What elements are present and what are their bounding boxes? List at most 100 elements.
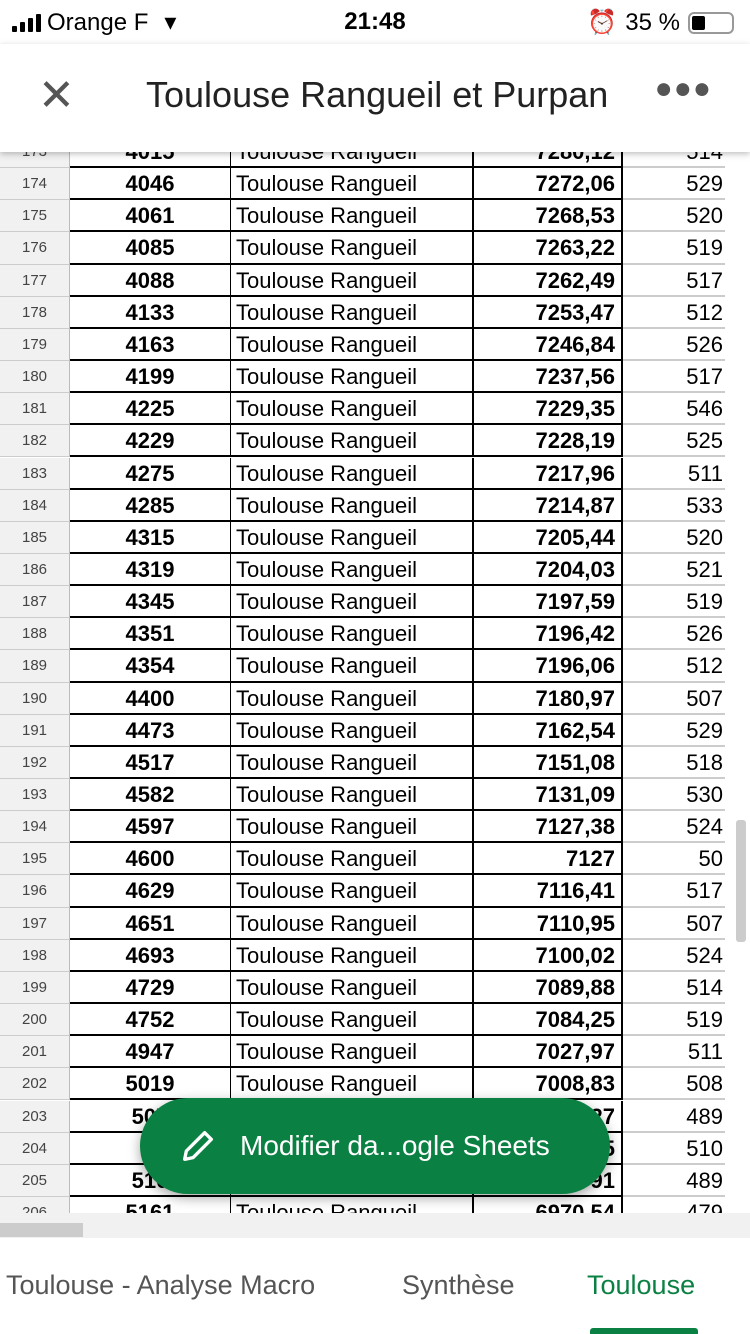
tab-synthese[interactable]: Synthèse xyxy=(402,1270,515,1300)
cell-score[interactable]: 7008,83 xyxy=(474,1068,623,1101)
cell-score[interactable]: 7100,02 xyxy=(474,939,623,972)
cell-site[interactable]: Toulouse Rangueil xyxy=(231,296,474,329)
cell-site[interactable]: Toulouse Rangueil xyxy=(231,1068,474,1101)
cell-value[interactable]: 517 xyxy=(623,265,725,297)
cell-score[interactable]: 7110,95 xyxy=(474,907,623,940)
cell-rank[interactable]: 4693 xyxy=(70,939,231,972)
cell-score[interactable]: 7229,35 xyxy=(474,393,623,426)
cell-rank[interactable]: 4473 xyxy=(70,714,231,747)
cell-site[interactable]: Toulouse Rangueil xyxy=(231,457,474,490)
cell-value[interactable]: 511 xyxy=(623,1036,725,1069)
cell-value[interactable]: 546 xyxy=(623,393,725,426)
cell-value[interactable]: 517 xyxy=(623,361,725,394)
cell-score[interactable]: 6970,54 xyxy=(474,1196,623,1213)
cell-site[interactable]: Toulouse Rangueil xyxy=(231,232,474,265)
cell-value[interactable]: 511 xyxy=(623,458,725,490)
cell-score[interactable]: 7263,22 xyxy=(474,232,623,265)
cell-site[interactable]: Toulouse Rangueil xyxy=(231,682,474,715)
horizontal-scrollbar[interactable] xyxy=(0,1213,750,1238)
cell-score[interactable]: 7253,47 xyxy=(474,296,623,329)
cell-rank[interactable]: 4199 xyxy=(70,361,231,394)
cell-value[interactable]: 489 xyxy=(623,1165,725,1197)
cell-site[interactable]: Toulouse Rangueil xyxy=(231,907,474,940)
edit-in-sheets-button[interactable]: Modifier da...ogle Sheets xyxy=(140,1098,610,1194)
cell-site[interactable]: Toulouse Rangueil xyxy=(231,746,474,779)
cell-value[interactable]: 518 xyxy=(623,747,725,779)
cell-score[interactable]: 7246,84 xyxy=(474,328,623,362)
cell-score[interactable]: 7127,38 xyxy=(474,811,623,844)
cell-rank[interactable]: 4163 xyxy=(70,328,231,362)
cell-value[interactable]: 507 xyxy=(623,683,725,715)
cell-rank[interactable]: 4517 xyxy=(70,746,231,779)
cell-rank[interactable]: 4085 xyxy=(70,232,231,265)
cell-score[interactable]: 7262,49 xyxy=(474,264,623,297)
cell-score[interactable]: 7084,25 xyxy=(474,1004,623,1037)
cell-rank[interactable]: 4275 xyxy=(70,457,231,490)
cell-rank[interactable]: 5161 xyxy=(70,1196,231,1213)
cell-score[interactable]: 7027,97 xyxy=(474,1036,623,1069)
cell-rank[interactable]: 4046 xyxy=(70,168,231,201)
cell-site[interactable]: Toulouse Rangueil xyxy=(231,843,474,876)
cell-rank[interactable]: 5019 xyxy=(70,1068,231,1101)
cell-value[interactable]: 517 xyxy=(623,875,725,908)
cell-value[interactable]: 508 xyxy=(623,1068,725,1101)
cell-rank[interactable]: 4319 xyxy=(70,553,231,587)
tab-toulouse[interactable]: Toulouse xyxy=(587,1270,696,1300)
cell-score[interactable]: 7197,59 xyxy=(474,586,623,619)
vertical-scrollbar[interactable] xyxy=(736,820,746,942)
tab-analyse-macro[interactable]: Toulouse - Analyse Macro xyxy=(6,1270,316,1300)
cell-value[interactable]: 529 xyxy=(623,168,725,201)
cell-value[interactable]: 512 xyxy=(623,650,725,683)
cell-score[interactable]: 7268,53 xyxy=(474,200,623,233)
cell-rank[interactable]: 4400 xyxy=(70,682,231,715)
cell-value[interactable]: 489 xyxy=(623,1101,725,1133)
cell-value[interactable]: 533 xyxy=(623,490,725,522)
cell-rank[interactable]: 4229 xyxy=(70,425,231,458)
cell-score[interactable]: 7116,41 xyxy=(474,875,623,908)
cell-value[interactable]: 510 xyxy=(623,1133,725,1165)
cell-score[interactable]: 7228,19 xyxy=(474,425,623,458)
cell-value[interactable]: 524 xyxy=(623,811,725,844)
cell-rank[interactable]: 4651 xyxy=(70,907,231,940)
cell-site[interactable]: Toulouse Rangueil xyxy=(231,1036,474,1069)
cell-value[interactable]: 521 xyxy=(623,554,725,587)
cell-rank[interactable]: 4597 xyxy=(70,811,231,844)
more-icon[interactable]: ●●● xyxy=(654,72,712,105)
cell-score[interactable]: 7237,56 xyxy=(474,361,623,394)
cell-value[interactable]: 512 xyxy=(623,297,725,329)
cell-site[interactable]: Toulouse Rangueil xyxy=(231,328,474,362)
cell-rank[interactable]: 4729 xyxy=(70,971,231,1005)
cell-score[interactable]: 7217,96 xyxy=(474,457,623,490)
cell-rank[interactable]: 4345 xyxy=(70,586,231,619)
cell-rank[interactable]: 4351 xyxy=(70,618,231,651)
cell-score[interactable]: 7204,03 xyxy=(474,553,623,587)
cell-score[interactable]: 7196,06 xyxy=(474,650,623,683)
cell-score[interactable]: 7089,88 xyxy=(474,971,623,1005)
cell-value[interactable]: 519 xyxy=(623,586,725,619)
cell-value[interactable]: 526 xyxy=(623,329,725,362)
cell-site[interactable]: Toulouse Rangueil xyxy=(231,200,474,233)
cell-site[interactable]: Toulouse Rangueil xyxy=(231,971,474,1005)
cell-value[interactable]: 514 xyxy=(623,972,725,1005)
cell-site[interactable]: Toulouse Rangueil xyxy=(231,521,474,554)
cell-score[interactable]: 7180,97 xyxy=(474,682,623,715)
cell-value[interactable]: 479 xyxy=(623,1197,725,1213)
scrollbar-thumb[interactable] xyxy=(0,1223,83,1237)
cell-value[interactable]: 530 xyxy=(623,779,725,812)
cell-rank[interactable]: 4088 xyxy=(70,264,231,297)
cell-rank[interactable]: 4600 xyxy=(70,843,231,876)
cell-rank[interactable]: 4629 xyxy=(70,875,231,908)
cell-value[interactable]: 520 xyxy=(623,200,725,233)
cell-site[interactable]: Toulouse Rangueil xyxy=(231,714,474,747)
cell-site[interactable]: Toulouse Rangueil xyxy=(231,650,474,683)
cell-rank[interactable]: 4354 xyxy=(70,650,231,683)
cell-value[interactable]: 50 xyxy=(623,843,725,876)
cell-site[interactable]: Toulouse Rangueil xyxy=(231,811,474,844)
cell-score[interactable]: 7162,54 xyxy=(474,714,623,747)
close-icon[interactable]: ✕ xyxy=(38,71,75,120)
cell-value[interactable]: 519 xyxy=(623,1004,725,1037)
cell-rank[interactable]: 4225 xyxy=(70,393,231,426)
cell-site[interactable]: Toulouse Rangueil xyxy=(231,489,474,522)
cell-site[interactable]: Toulouse Rangueil xyxy=(231,1196,474,1213)
cell-site[interactable]: Toulouse Rangueil xyxy=(231,425,474,458)
